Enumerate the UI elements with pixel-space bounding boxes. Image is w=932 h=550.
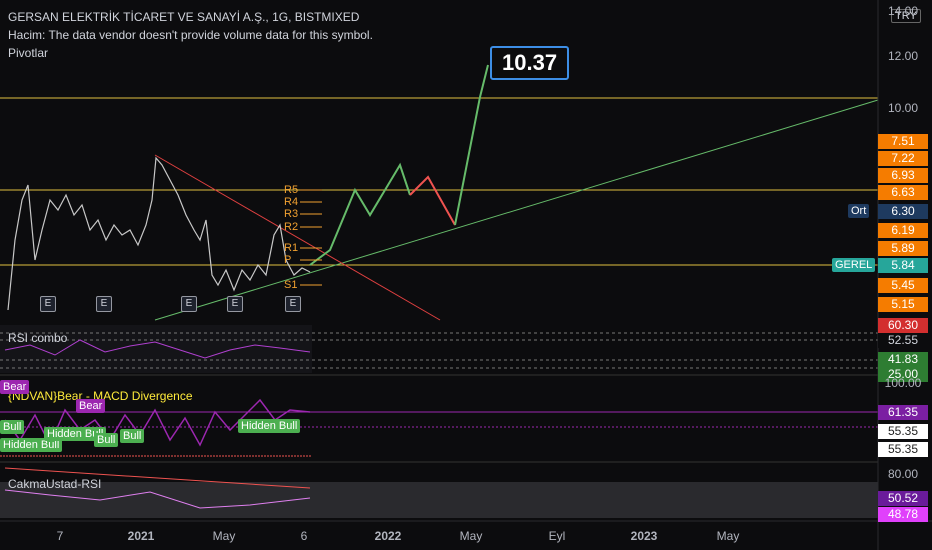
earnings-marker[interactable]: E	[285, 296, 301, 312]
cakma-name: CakmaUstad-RSI	[8, 477, 102, 491]
price-path	[7, 156, 311, 311]
signal-tag: Bull	[120, 429, 145, 443]
pivot-lines	[300, 189, 322, 286]
cakma-label: 50.52	[878, 491, 928, 506]
rsi-label: 25.00	[878, 367, 928, 382]
pivot-label: P	[284, 254, 292, 266]
avg-tag: Ort	[848, 204, 870, 218]
price-label: 7.51	[878, 134, 928, 149]
pivot-label: R5	[284, 184, 299, 196]
time-label: 2023	[630, 529, 658, 543]
volume-note: Hacim: The data vendor doesn't provide v…	[8, 28, 373, 42]
cakma-label: 48.78	[878, 507, 928, 522]
macd-label: 61.35	[878, 405, 928, 420]
macd-name: {NDVAN}Bear - MACD Divergence	[8, 389, 193, 403]
signal-tag: Hidden Bull	[0, 438, 63, 452]
cakma-line	[4, 467, 311, 489]
earnings-marker[interactable]: E	[96, 296, 112, 312]
time-label: 2022	[374, 529, 402, 543]
price-label: 6.63	[878, 185, 928, 200]
price-label: 12.00	[887, 49, 919, 63]
projection-up	[454, 64, 489, 226]
rsi-label: 52.55	[878, 333, 928, 348]
macd-label: 100.00	[884, 376, 922, 390]
projection-up	[309, 162, 411, 266]
symbol-tag: GEREL	[832, 258, 876, 272]
rsi-line	[4, 339, 311, 359]
target-label: 10.37	[490, 46, 570, 80]
price-label: 6.30	[878, 204, 928, 219]
time-label: 2021	[127, 529, 155, 543]
earnings-marker[interactable]: E	[40, 296, 56, 312]
cakma-band	[0, 482, 878, 518]
price-label: 7.22	[878, 151, 928, 166]
cakma-rsi	[4, 489, 311, 509]
time-label: May	[459, 529, 483, 543]
earnings-marker[interactable]: E	[181, 296, 197, 312]
cakma-label: 80.00	[887, 467, 919, 481]
trend-line	[154, 154, 441, 321]
macd-label: 55.35	[878, 424, 928, 439]
price-label: 6.19	[878, 223, 928, 238]
pivot-label: R1	[284, 242, 299, 254]
projection-down	[409, 175, 456, 226]
price-label: 10.00	[887, 101, 919, 115]
pivot-label: R4	[284, 196, 299, 208]
rsi-label: 60.30	[878, 318, 928, 333]
time-label: May	[716, 529, 740, 543]
time-label: May	[212, 529, 236, 543]
pivot-label: R3	[284, 208, 299, 220]
rsi-label: 41.83	[878, 352, 928, 367]
time-label: 7	[56, 529, 64, 543]
pivots-label: Pivotlar	[8, 46, 49, 60]
price-label: 5.89	[878, 241, 928, 256]
pivot-label: S1	[284, 279, 298, 291]
time-label: Eyl	[548, 529, 566, 543]
signal-tag: Bear	[0, 380, 30, 394]
signal-tag: Bear	[76, 399, 106, 413]
price-label: 6.93	[878, 168, 928, 183]
signal-tag: Hidden Bull	[44, 427, 107, 441]
signal-tag: Hidden Bull	[238, 419, 301, 433]
currency: TRY	[891, 9, 921, 23]
earnings-marker[interactable]: E	[227, 296, 243, 312]
trend-line	[154, 99, 879, 321]
time-label: 6	[300, 529, 308, 543]
price-label: 5.45	[878, 278, 928, 293]
signal-tag: Bull	[94, 433, 119, 447]
title: GERSAN ELEKTRİK TİCARET VE SANAYİ A.Ş., …	[8, 10, 360, 24]
signal-tag: Bull	[0, 420, 25, 434]
price-label: 5.84	[878, 258, 928, 273]
pivot-label: R2	[284, 221, 299, 233]
macd-label: 55.35	[878, 442, 928, 457]
price-label: 14.00	[887, 4, 919, 18]
price-label: 5.15	[878, 297, 928, 312]
rsi-name: RSI combo	[8, 331, 68, 345]
